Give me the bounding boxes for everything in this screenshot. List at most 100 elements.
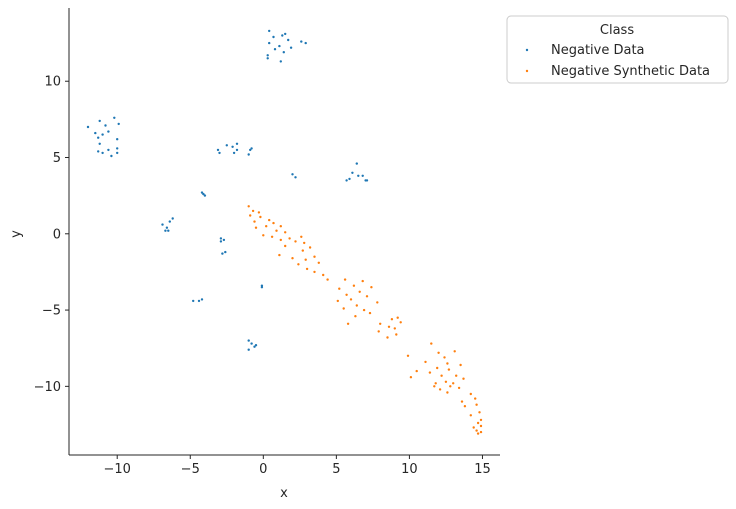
point-negative-synthetic-data bbox=[322, 273, 325, 277]
point-negative-data bbox=[254, 344, 258, 347]
point-negative-synthetic-data bbox=[313, 255, 316, 258]
point-negative-synthetic-data bbox=[474, 397, 477, 400]
point-negative-data bbox=[278, 44, 281, 48]
point-negative-synthetic-data bbox=[475, 403, 478, 406]
point-negative-synthetic-data bbox=[462, 377, 465, 380]
point-negative-data bbox=[304, 41, 307, 45]
point-negative-data bbox=[260, 286, 264, 289]
point-negative-data bbox=[268, 29, 271, 33]
legend: Class Negative Data Negative Synthetic D… bbox=[506, 15, 729, 84]
point-negative-data bbox=[300, 40, 303, 43]
y-axis-label: y bbox=[9, 230, 24, 238]
legend-marker-negative-data bbox=[525, 48, 529, 52]
y-tick-label: 10 bbox=[44, 75, 61, 90]
point-negative-synthetic-data bbox=[345, 293, 348, 296]
point-negative-data bbox=[116, 151, 119, 155]
point-negative-synthetic-data bbox=[433, 385, 436, 388]
point-negative-synthetic-data bbox=[469, 392, 472, 396]
point-negative-data bbox=[232, 151, 236, 155]
point-negative-data bbox=[225, 144, 228, 147]
point-negative-synthetic-data bbox=[447, 368, 451, 371]
point-negative-data bbox=[107, 148, 110, 152]
point-negative-data bbox=[221, 252, 224, 255]
point-negative-synthetic-data bbox=[396, 316, 399, 319]
point-negative-synthetic-data bbox=[358, 290, 361, 293]
point-negative-data bbox=[235, 148, 239, 152]
point-negative-synthetic-data bbox=[387, 325, 391, 328]
point-negative-data bbox=[113, 116, 116, 120]
point-negative-data bbox=[171, 217, 174, 220]
points-layer bbox=[86, 29, 483, 435]
point-negative-synthetic-data bbox=[278, 253, 281, 257]
point-negative-data bbox=[282, 51, 285, 54]
point-negative-synthetic-data bbox=[352, 284, 356, 287]
point-negative-synthetic-data bbox=[249, 214, 252, 217]
point-negative-data bbox=[116, 147, 119, 150]
point-negative-synthetic-data bbox=[460, 400, 464, 403]
point-negative-synthetic-data bbox=[284, 231, 287, 234]
point-negative-data bbox=[97, 136, 100, 139]
point-negative-data bbox=[94, 131, 97, 135]
point-negative-synthetic-data bbox=[390, 318, 394, 321]
point-negative-synthetic-data bbox=[354, 315, 357, 318]
point-negative-synthetic-data bbox=[409, 376, 413, 379]
point-negative-data bbox=[117, 122, 120, 126]
point-negative-data bbox=[231, 145, 234, 148]
point-negative-synthetic-data bbox=[294, 240, 297, 243]
point-negative-data bbox=[253, 345, 256, 348]
point-negative-synthetic-data bbox=[446, 391, 449, 394]
point-negative-synthetic-data bbox=[476, 421, 480, 425]
point-negative-synthetic-data bbox=[424, 360, 427, 364]
point-negative-synthetic-data bbox=[457, 386, 461, 390]
point-negative-synthetic-data bbox=[479, 424, 483, 428]
point-negative-data bbox=[272, 35, 275, 39]
x-tick-label: 0 bbox=[259, 462, 267, 477]
point-negative-data bbox=[351, 171, 354, 174]
point-negative-data bbox=[200, 191, 204, 194]
point-negative-data bbox=[284, 32, 287, 36]
point-negative-data bbox=[219, 240, 223, 243]
point-negative-synthetic-data bbox=[247, 205, 250, 208]
point-negative-synthetic-data bbox=[443, 356, 446, 359]
point-negative-synthetic-data bbox=[434, 382, 437, 385]
point-negative-synthetic-data bbox=[476, 432, 480, 435]
point-negative-synthetic-data bbox=[377, 330, 380, 333]
point-negative-synthetic-data bbox=[284, 244, 287, 248]
point-negative-synthetic-data bbox=[449, 385, 452, 388]
point-negative-synthetic-data bbox=[326, 278, 329, 281]
point-negative-data bbox=[216, 148, 220, 152]
x-tick-label: −10 bbox=[103, 462, 130, 477]
point-negative-synthetic-data bbox=[254, 226, 258, 229]
point-negative-synthetic-data bbox=[362, 308, 366, 312]
y-tick-label: −5 bbox=[42, 304, 61, 319]
point-negative-synthetic-data bbox=[270, 235, 274, 238]
point-negative-synthetic-data bbox=[370, 286, 373, 289]
point-negative-synthetic-data bbox=[379, 322, 382, 325]
point-negative-data bbox=[266, 57, 269, 60]
point-negative-synthetic-data bbox=[452, 382, 455, 385]
point-negative-synthetic-data bbox=[399, 321, 402, 324]
point-negative-synthetic-data bbox=[338, 287, 341, 290]
point-negative-synthetic-data bbox=[288, 237, 291, 240]
point-negative-synthetic-data bbox=[436, 366, 439, 370]
point-negative-data bbox=[164, 229, 167, 232]
point-negative-synthetic-data bbox=[459, 363, 462, 367]
point-negative-data bbox=[161, 223, 164, 226]
y-tick-label: 0 bbox=[53, 227, 61, 242]
point-negative-data bbox=[355, 162, 358, 165]
point-negative-data bbox=[273, 48, 277, 51]
point-negative-data bbox=[168, 220, 171, 223]
point-negative-synthetic-data bbox=[265, 225, 268, 228]
point-negative-synthetic-data bbox=[262, 234, 265, 237]
point-negative-data bbox=[365, 179, 369, 182]
point-negative-data bbox=[197, 299, 201, 303]
point-negative-data bbox=[218, 151, 221, 155]
legend-box bbox=[506, 15, 729, 84]
point-negative-synthetic-data bbox=[305, 267, 309, 271]
legend-label-negative-synthetic-data: Negative Synthetic Data bbox=[551, 64, 710, 79]
point-negative-synthetic-data bbox=[437, 351, 440, 354]
point-negative-data bbox=[101, 133, 104, 136]
point-negative-data bbox=[202, 192, 205, 196]
point-negative-synthetic-data bbox=[259, 215, 262, 219]
point-negative-synthetic-data bbox=[275, 229, 278, 232]
